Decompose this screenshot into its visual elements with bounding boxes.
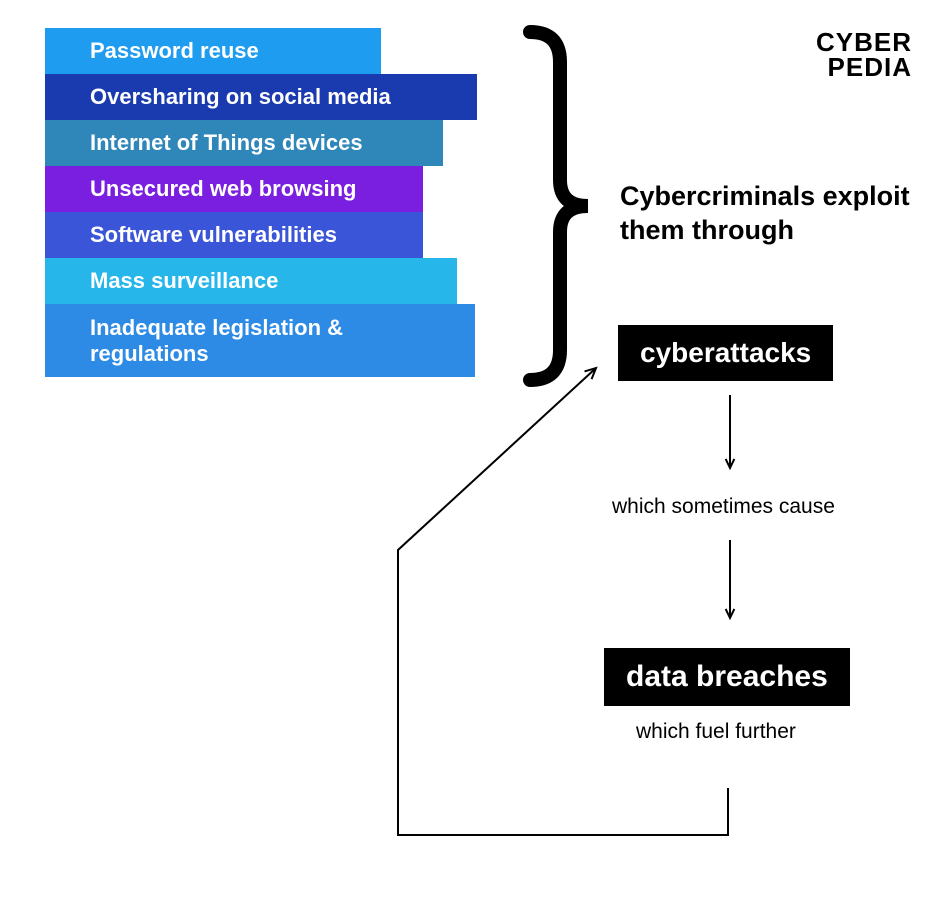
bar-3: Unsecured web browsing	[45, 166, 423, 212]
bar-2: Internet of Things devices	[45, 120, 443, 166]
logo: CYBER PEDIA	[816, 30, 912, 79]
bar-6: Inadequate legislation & regulations	[45, 304, 475, 377]
bar-4: Software vulnerabilities	[45, 212, 423, 258]
data-breaches-label: data breaches	[626, 660, 828, 693]
bar-label: Oversharing on social media	[90, 84, 391, 109]
exploit-text-block: Cybercriminals exploit them through	[620, 180, 910, 248]
exploit-text: Cybercriminals exploit them through	[620, 180, 910, 248]
logo-line1: CYBER	[816, 30, 912, 55]
data-breaches-box: data breaches	[604, 648, 850, 706]
which-cause-label: which sometimes cause	[612, 495, 835, 519]
bar-label: Internet of Things devices	[90, 130, 363, 155]
bar-label: Password reuse	[90, 38, 259, 63]
bar-label: Unsecured web browsing	[90, 176, 357, 201]
which-fuel-label: which fuel further	[636, 720, 796, 744]
bar-label: Mass surveillance	[90, 268, 278, 293]
bar-label: Inadequate legislation & regulations	[90, 315, 457, 366]
bar-1: Oversharing on social media	[45, 74, 477, 120]
bar-0: Password reuse	[45, 28, 381, 74]
cyberattacks-box: cyberattacks	[618, 325, 833, 381]
cyberattacks-label: cyberattacks	[640, 337, 811, 368]
bar-label: Software vulnerabilities	[90, 222, 337, 247]
logo-line2: PEDIA	[816, 55, 912, 80]
threat-bars: Password reuse Oversharing on social med…	[45, 28, 477, 377]
bar-5: Mass surveillance	[45, 258, 457, 304]
